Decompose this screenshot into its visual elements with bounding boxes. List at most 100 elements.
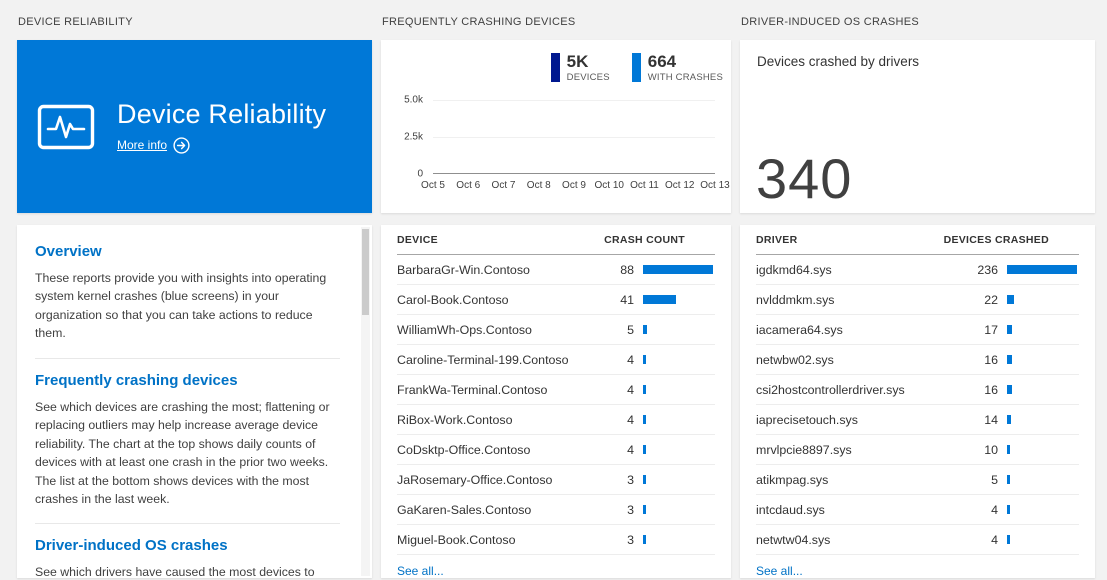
devices-table-rows: BarbaraGr-Win.Contoso 88 Carol-Book.Cont…: [397, 255, 715, 555]
row-value: 236: [977, 262, 998, 277]
devices-table-header: DEVICE CRASH COUNT: [397, 225, 715, 255]
more-info-link[interactable]: More info: [117, 137, 190, 154]
crash-chart-card[interactable]: 5K DEVICES 664 WITH CRASHES 5.0k 2.5k 0: [381, 40, 731, 213]
row-bar-track: [643, 325, 715, 334]
x-axis-label: Oct 6: [456, 180, 481, 191]
row-value: 4: [627, 352, 634, 367]
table-row[interactable]: netwtw04.sys 4: [756, 525, 1079, 555]
row-bar-track: [643, 475, 715, 484]
table-row[interactable]: igdkmd64.sys 236: [756, 255, 1079, 285]
scrollbar[interactable]: [361, 227, 370, 576]
table-row[interactable]: Carol-Book.Contoso 41: [397, 285, 715, 315]
row-label: netwtw04.sys: [756, 532, 831, 547]
legend-label-devices: DEVICES: [566, 71, 610, 83]
drivers-summary-card[interactable]: Devices crashed by drivers 340: [740, 40, 1095, 213]
row-label: netwbw02.sys: [756, 352, 834, 367]
row-label: CoDsktp-Office.Contoso: [397, 442, 531, 457]
drivers-table-card: DRIVER DEVICES CRASHED igdkmd64.sys 236 …: [740, 225, 1095, 578]
row-label: Carol-Book.Contoso: [397, 292, 509, 307]
table-row[interactable]: JaRosemary-Office.Contoso 3: [397, 465, 715, 495]
description-panel: Overview These reports provide you with …: [17, 225, 372, 578]
summary-title: Devices crashed by drivers: [757, 54, 920, 69]
row-label: GaKaren-Sales.Contoso: [397, 502, 532, 517]
table-row[interactable]: CoDsktp-Office.Contoso 4: [397, 435, 715, 465]
row-bar-track: [1007, 445, 1079, 454]
y-axis-label: 0: [417, 168, 423, 180]
row-value: 16: [984, 382, 998, 397]
row-bar-track: [643, 355, 715, 364]
row-label: JaRosemary-Office.Contoso: [397, 472, 553, 487]
row-label: Miguel-Book.Contoso: [397, 532, 516, 547]
row-bar-track: [643, 265, 715, 274]
row-bar-track: [643, 505, 715, 514]
table-row[interactable]: mrvlpcie8897.sys 10: [756, 435, 1079, 465]
table-row[interactable]: BarbaraGr-Win.Contoso 88: [397, 255, 715, 285]
row-bar-track: [1007, 355, 1079, 364]
see-all-devices-link[interactable]: See all...: [397, 564, 444, 578]
table-row[interactable]: iaprecisetouch.sys 14: [756, 405, 1079, 435]
table-row[interactable]: Miguel-Book.Contoso 3: [397, 525, 715, 555]
devices-table-card: DEVICE CRASH COUNT BarbaraGr-Win.Contoso…: [381, 225, 731, 578]
section-body: See which drivers have caused the most d…: [35, 565, 315, 578]
tile-text: Device Reliability More info: [117, 99, 326, 155]
row-bar: [1007, 355, 1012, 364]
row-value: 4: [991, 532, 998, 547]
row-label: intcdaud.sys: [756, 502, 825, 517]
row-value: 5: [991, 472, 998, 487]
legend-value-with-crashes: 664: [647, 52, 677, 71]
see-all-drivers-link[interactable]: See all...: [756, 564, 803, 578]
table-row[interactable]: nvlddmkm.sys 22: [756, 285, 1079, 315]
device-reliability-tile[interactable]: Device Reliability More info: [17, 40, 372, 213]
column-header-crash-count: CRASH COUNT: [604, 233, 685, 246]
table-row[interactable]: GaKaren-Sales.Contoso 3: [397, 495, 715, 525]
row-bar: [1007, 445, 1010, 454]
table-row[interactable]: WilliamWh-Ops.Contoso 5: [397, 315, 715, 345]
row-bar-track: [1007, 295, 1079, 304]
y-axis-label: 5.0k: [404, 94, 423, 106]
section-frequently-crashing-devices: Frequently crashing devices See which de…: [35, 357, 340, 524]
row-label: FrankWa-Terminal.Contoso: [397, 382, 548, 397]
row-bar: [643, 415, 647, 424]
more-info-label: More info: [117, 138, 168, 153]
scrollbar-thumb[interactable]: [362, 229, 369, 315]
table-row[interactable]: csi2hostcontrollerdriver.sys 16: [756, 375, 1079, 405]
x-axis-label: Oct 12: [665, 180, 695, 191]
row-bar-track: [1007, 475, 1079, 484]
chart-legend: 5K DEVICES 664 WITH CRASHES: [550, 52, 723, 83]
row-label: iaprecisetouch.sys: [756, 412, 858, 427]
table-row[interactable]: Caroline-Terminal-199.Contoso 4: [397, 345, 715, 375]
table-row[interactable]: FrankWa-Terminal.Contoso 4: [397, 375, 715, 405]
legend-swatch-devices: [550, 53, 560, 82]
legend-item-with-crashes: 664 WITH CRASHES: [631, 52, 723, 83]
row-bar-track: [643, 535, 715, 544]
y-axis-label: 2.5k: [404, 131, 423, 143]
row-value: 88: [620, 262, 634, 277]
x-axis-label: Oct 8: [526, 180, 551, 191]
x-axis: Oct 5 Oct 6 Oct 7 Oct 8 Oct 9 Oct 10 Oct 11 Oct…: [421, 180, 730, 194]
row-bar: [643, 505, 646, 514]
row-label: mrvlpcie8897.sys: [756, 442, 852, 457]
x-axis-label: Oct 11: [630, 180, 659, 191]
row-bar: [1007, 415, 1012, 424]
section-body: These reports provide you with insights …: [35, 271, 327, 341]
row-value: 17: [984, 322, 998, 337]
row-bar: [643, 325, 647, 334]
row-label: BarbaraGr-Win.Contoso: [397, 262, 530, 277]
table-row[interactable]: iacamera64.sys 17: [756, 315, 1079, 345]
table-row[interactable]: RiBox-Work.Contoso 4: [397, 405, 715, 435]
row-bar: [643, 385, 647, 394]
row-bar-track: [1007, 415, 1079, 424]
legend-item-devices: 5K DEVICES: [550, 52, 610, 83]
table-row[interactable]: intcdaud.sys 4: [756, 495, 1079, 525]
section-title: Driver-induced OS crashes: [35, 537, 228, 555]
row-bar-track: [1007, 505, 1079, 514]
section-body: See which devices are crashing the most;…: [35, 399, 330, 506]
row-label: csi2hostcontrollerdriver.sys: [756, 382, 905, 397]
table-row[interactable]: atikmpag.sys 5: [756, 465, 1079, 495]
row-label: atikmpag.sys: [756, 472, 829, 487]
x-axis-label: Oct 9: [562, 180, 586, 191]
row-value: 4: [627, 382, 634, 397]
table-row[interactable]: netwbw02.sys 16: [756, 345, 1079, 375]
column-header-frequently-crashing-devices: FREQUENTLY CRASHING DEVICES: [382, 16, 576, 28]
